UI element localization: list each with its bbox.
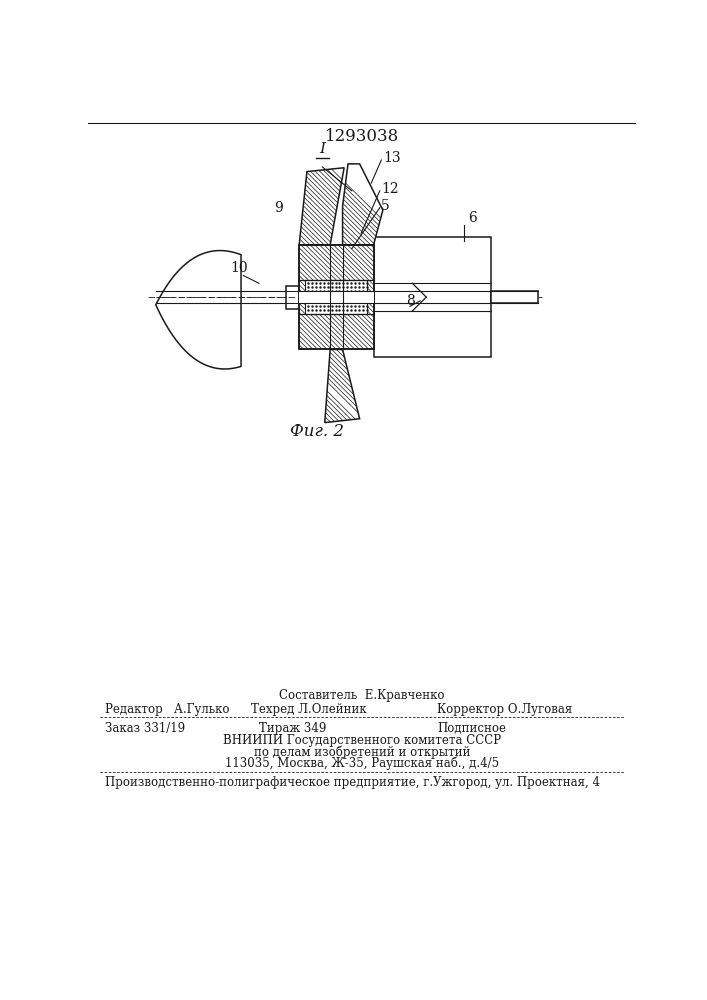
- Text: 1293038: 1293038: [325, 128, 399, 145]
- Bar: [491, 291, 538, 303]
- Text: Фиг. 2: Фиг. 2: [290, 423, 344, 440]
- Text: 13: 13: [383, 151, 400, 165]
- Text: по делам изобретений и открытий: по делам изобретений и открытий: [254, 745, 470, 759]
- Text: I: I: [320, 142, 325, 156]
- Text: 12: 12: [381, 182, 399, 196]
- Text: Подписное: Подписное: [437, 722, 506, 735]
- Text: 8: 8: [406, 294, 414, 308]
- Polygon shape: [156, 251, 241, 369]
- Bar: [373, 237, 491, 357]
- Text: 6: 6: [467, 211, 477, 225]
- Text: ВНИИПИ Государственного комитета СССР: ВНИИПИ Государственного комитета СССР: [223, 734, 501, 747]
- Text: 113035, Москва, Ж-35, Раушская наб., д.4/5: 113035, Москва, Ж-35, Раушская наб., д.4…: [225, 757, 499, 770]
- Text: Корректор О.Луговая: Корректор О.Луговая: [437, 703, 573, 716]
- Text: Производственно-полиграфическое предприятие, г.Ужгород, ул. Проектная, 4: Производственно-полиграфическое предприя…: [105, 776, 600, 789]
- Text: 5: 5: [381, 199, 390, 213]
- Bar: [299, 245, 373, 349]
- Text: Тираж 349: Тираж 349: [259, 722, 326, 735]
- Bar: [299, 245, 373, 349]
- Text: 10: 10: [230, 261, 248, 275]
- Bar: [286, 286, 300, 309]
- Text: Составитель  Е.Кравченко: Составитель Е.Кравченко: [279, 689, 445, 702]
- Bar: [305, 280, 368, 314]
- Polygon shape: [325, 349, 360, 423]
- Polygon shape: [343, 164, 383, 245]
- Bar: [299, 291, 373, 303]
- Polygon shape: [299, 168, 344, 245]
- Text: Редактор   А.Гулько: Редактор А.Гулько: [105, 703, 230, 716]
- Text: Техред Л.Олейник: Техред Л.Олейник: [251, 703, 367, 716]
- Text: 9: 9: [274, 201, 283, 215]
- Text: Заказ 331/19: Заказ 331/19: [105, 722, 185, 735]
